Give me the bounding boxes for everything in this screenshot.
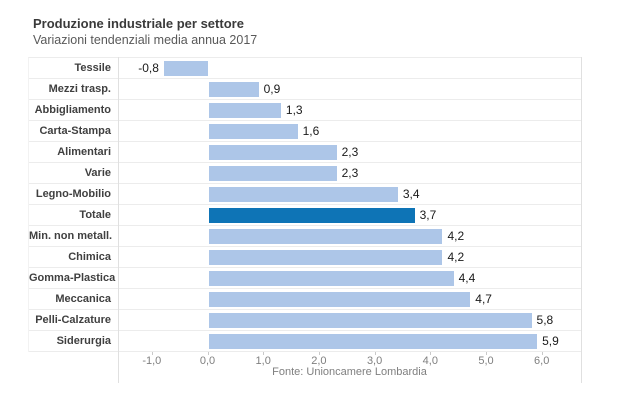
chart-row: Abbigliamento 1,3 [29, 100, 582, 121]
chart-row: Siderurgia 5,9 [29, 331, 582, 352]
chart-subtitle: Variazioni tendenziali media annua 2017 [33, 33, 258, 47]
bar [208, 187, 398, 202]
bar [208, 229, 443, 244]
category-label: Legno-Mobilio [35, 188, 111, 200]
axis-tick [430, 352, 432, 355]
axis-tick [374, 352, 376, 355]
axis-tick [541, 352, 543, 355]
row-plot: 1,6 [119, 121, 582, 141]
category-label: Pelli-Calzature [35, 314, 111, 326]
chart-row: Meccanica 4,7 [29, 289, 582, 310]
bar [208, 271, 454, 286]
row-plot: 2,3 [119, 142, 582, 162]
value-label: 4,2 [447, 229, 465, 243]
value-label: 1,6 [302, 124, 320, 138]
row-plot: 1,3 [119, 100, 582, 120]
bar [208, 82, 259, 97]
chart-row: Legno-Mobilio 3,4 [29, 184, 582, 205]
bar [208, 208, 415, 223]
category-label: Mezzi trasp. [48, 83, 111, 95]
category-label: Min. non metall. [29, 230, 113, 242]
chart-row: Min. non metall. 4,2 [29, 226, 582, 247]
chart-row: Varie 2,3 [29, 163, 582, 184]
axis-tick [151, 352, 153, 355]
category-label: Siderurgia [56, 335, 111, 347]
source-note: Fonte: Unioncamere Lombardia [272, 366, 427, 378]
category-label: Chimica [68, 251, 111, 263]
axis-tick [263, 352, 265, 355]
row-plot: 3,4 [119, 184, 582, 204]
chart-row: Carta-Stampa 1,6 [29, 121, 582, 142]
label-column-divider [118, 57, 119, 383]
value-label: 3,7 [419, 208, 437, 222]
row-plot: -0,8 [119, 58, 582, 78]
bar [208, 313, 532, 328]
bar [208, 103, 281, 118]
value-label: 0,9 [263, 82, 281, 96]
category-label: Alimentari [57, 146, 111, 158]
chart-row: Gomma-Plastica 4,4 [29, 268, 582, 289]
bar [163, 61, 209, 76]
category-label: Abbigliamento [34, 104, 111, 116]
chart-row: Pelli-Calzature 5,8 [29, 310, 582, 331]
row-plot: 5,8 [119, 310, 582, 330]
chart-row: Chimica 4,2 [29, 247, 582, 268]
plot-right-border [581, 57, 582, 383]
bar [208, 145, 337, 160]
x-axis: -1,0 0,0 1,0 2,0 3,0 4,0 5,0 6,0 [118, 352, 581, 374]
chart-row: Mezzi trasp. 0,9 [29, 79, 582, 100]
category-label: Varie [84, 167, 111, 179]
axis-tick [486, 352, 487, 355]
value-label: 2,3 [341, 145, 359, 159]
row-plot: 2,3 [119, 163, 582, 183]
axis-tick-label: 4,0 [422, 355, 438, 367]
bar [208, 292, 471, 307]
axis-tick-label: 2,0 [311, 355, 327, 367]
value-label: 3,4 [402, 187, 420, 201]
value-label: 4,7 [475, 292, 492, 306]
value-label: 5,9 [542, 334, 559, 348]
axis-tick-label: 5,0 [478, 355, 494, 367]
chart-row: Alimentari 2,3 [29, 142, 582, 163]
axis-tick-label: 1,0 [255, 355, 271, 367]
value-label: 4,4 [458, 271, 476, 285]
bar [208, 250, 443, 265]
category-label: Carta-Stampa [39, 125, 111, 137]
category-label: Totale [79, 209, 111, 221]
category-label: Meccanica [55, 293, 111, 305]
axis-tick [318, 352, 320, 355]
axis-tick-label: -1,0 [142, 355, 162, 367]
value-label: 1,3 [285, 103, 303, 117]
axis-tick-label: 3,0 [366, 355, 383, 367]
row-plot: 4,2 [119, 226, 582, 246]
axis-tick [207, 352, 209, 355]
bar [208, 124, 298, 139]
chart-row: Totale 3,7 [29, 205, 582, 226]
row-plot: 3,7 [119, 205, 582, 225]
chart-row: Tessile -0,8 [29, 58, 582, 79]
bar [208, 166, 337, 181]
bar-rows: Tessile -0,8 Mezzi trasp. 0,9 Abbigliamento 1… [28, 57, 582, 352]
bar [208, 334, 538, 349]
category-label: Gomma-Plastica [29, 272, 116, 284]
chart-title: Produzione industriale per settore [33, 16, 244, 31]
axis-tick-label: 0,0 [199, 355, 216, 367]
axis-tick-label: 6,0 [534, 355, 550, 367]
row-plot: 0,9 [119, 79, 582, 99]
value-label: 2,3 [341, 166, 359, 180]
value-label: -0,8 [138, 61, 159, 75]
row-plot: 5,9 [119, 331, 582, 351]
value-label: 5,8 [536, 313, 554, 327]
value-label: 4,2 [447, 250, 465, 264]
category-label: Tessile [74, 62, 112, 74]
row-plot: 4,7 [119, 289, 582, 309]
row-plot: 4,4 [119, 268, 582, 288]
row-plot: 4,2 [119, 247, 582, 267]
